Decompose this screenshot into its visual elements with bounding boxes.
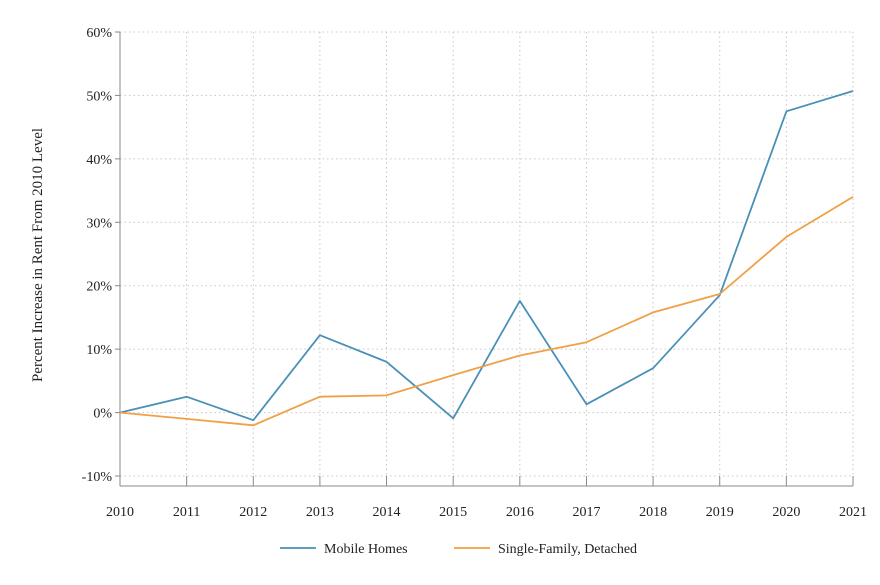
- y-tick-label: 40%: [86, 153, 112, 168]
- legend-label-0: Mobile Homes: [324, 542, 408, 557]
- x-tick-label: 2015: [439, 505, 467, 520]
- y-tick-label: 50%: [86, 89, 112, 104]
- series-line-0: [119, 90, 854, 422]
- x-tick-label: 2019: [706, 505, 734, 520]
- legend-label-1: Single-Family, Detached: [498, 542, 637, 557]
- x-tick-label: 2016: [506, 505, 534, 520]
- axes: [115, 31, 854, 487]
- x-tick-label: 2020: [772, 505, 800, 520]
- legend: Mobile Homes Single-Family, Detached: [280, 542, 637, 557]
- x-tick-label: 2011: [173, 505, 200, 520]
- x-tick-label: 2021: [839, 505, 867, 520]
- y-tick-label: 60%: [86, 26, 112, 41]
- series-lines: [119, 90, 854, 427]
- y-tick-labels: -10% 0% 10% 20% 30% 40% 50% 60%: [82, 26, 113, 485]
- y-tick-label: -10%: [82, 470, 113, 485]
- series-line-1: [119, 196, 854, 427]
- grid-lines: [120, 31, 854, 477]
- x-tick-label: 2017: [572, 505, 600, 520]
- x-tick-label: 2018: [639, 505, 667, 520]
- y-axis-title: Percent Increase in Rent From 2010 Level: [30, 128, 46, 382]
- x-tick-label: 2012: [239, 505, 267, 520]
- x-tick-label: 2013: [306, 505, 334, 520]
- x-tick-label: 2014: [373, 505, 401, 520]
- y-tick-label: 10%: [86, 343, 112, 358]
- x-tick-label: 2010: [106, 505, 134, 520]
- x-tick-labels: 2010 2011 2012 2013 2014 2015 2016 2017 2018 2019…: [106, 505, 867, 520]
- y-tick-label: 0%: [93, 407, 112, 422]
- y-tick-label: 20%: [86, 280, 112, 295]
- y-tick-label: 30%: [86, 216, 112, 231]
